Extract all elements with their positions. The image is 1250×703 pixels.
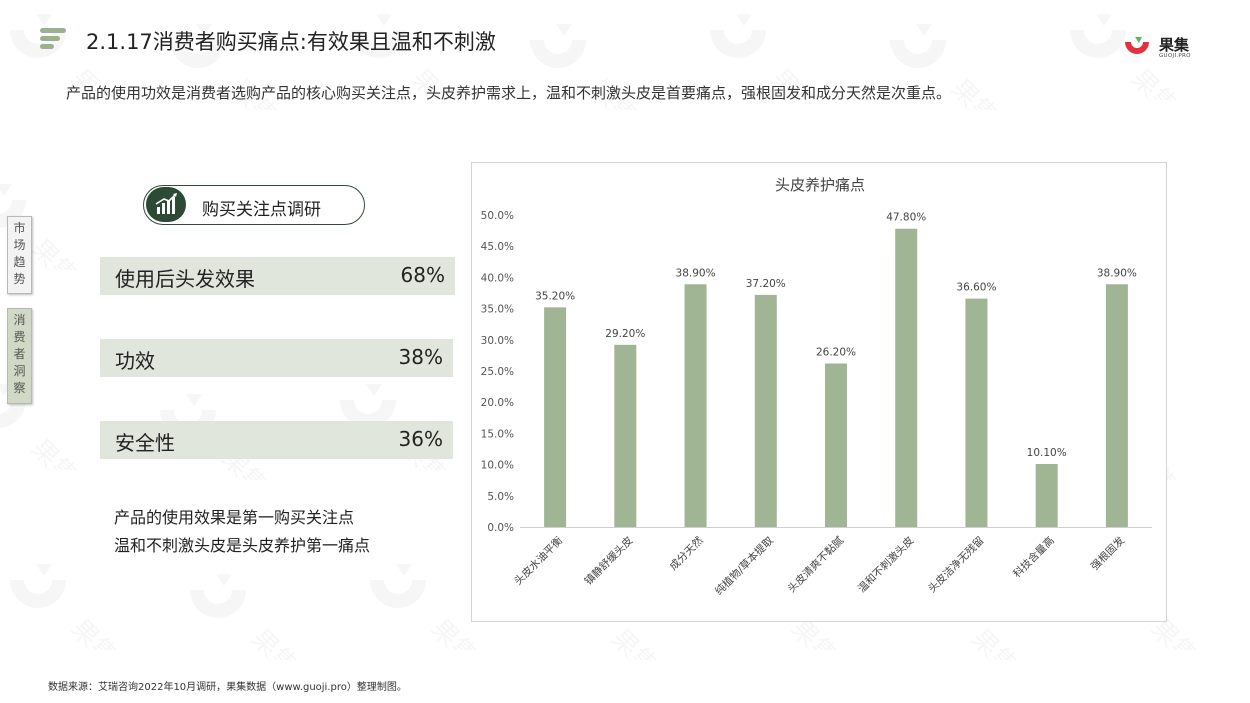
y-tick-label: 40.0% bbox=[481, 272, 514, 284]
y-tick-label: 30.0% bbox=[481, 335, 514, 347]
x-tick-label: 头皮水油平衡 bbox=[511, 534, 565, 588]
y-tick-label: 20.0% bbox=[481, 397, 514, 409]
brand-watermark-icon: 果集 bbox=[0, 560, 123, 672]
brand-sub: GUOJI.PRO bbox=[1159, 53, 1191, 59]
stat-row: 安全性 36% bbox=[100, 421, 453, 459]
x-tick-label: 头皮洁净无残留 bbox=[925, 534, 986, 595]
y-tick-label: 50.0% bbox=[481, 210, 514, 222]
y-tick-label: 10.0% bbox=[481, 460, 514, 472]
svg-text:果集: 果集 bbox=[945, 74, 1000, 110]
svg-text:果集: 果集 bbox=[65, 614, 120, 650]
svg-text:果集: 果集 bbox=[1125, 64, 1180, 100]
stat-value: 68% bbox=[400, 263, 445, 287]
stat-row: 功效 38% bbox=[100, 339, 453, 377]
stat-label: 功效 bbox=[115, 349, 155, 373]
survey-header: 购买关注点调研 bbox=[143, 185, 365, 225]
bar-value-label: 47.80% bbox=[886, 212, 926, 224]
stat-row: 使用后头发效果 68% bbox=[100, 257, 455, 295]
brand-watermark-icon: 果集 bbox=[180, 570, 303, 682]
chart-title: 头皮养护痛点 bbox=[775, 176, 865, 194]
x-tick-label: 温和不刺激头皮 bbox=[855, 534, 917, 596]
brand-name: 果集 bbox=[1159, 36, 1190, 54]
y-tick-label: 45.0% bbox=[481, 241, 514, 253]
x-tick-label: 头皮清爽不黏腻 bbox=[785, 534, 847, 596]
stat-value: 36% bbox=[398, 427, 443, 451]
bar-value-label: 26.20% bbox=[816, 347, 856, 359]
chart-bar bbox=[684, 284, 707, 527]
survey-title: 购买关注点调研 bbox=[202, 200, 321, 220]
chart-bar bbox=[754, 294, 777, 527]
y-tick-label: 0.0% bbox=[487, 522, 514, 534]
stat-label: 安全性 bbox=[115, 431, 175, 455]
chart-bar bbox=[1035, 463, 1058, 527]
bar-value-label: 38.90% bbox=[1097, 267, 1137, 279]
svg-text:果集: 果集 bbox=[605, 624, 660, 660]
x-tick-label: 成分天然 bbox=[667, 534, 706, 573]
guoji-logo-icon bbox=[1125, 37, 1149, 54]
svg-text:果集: 果集 bbox=[25, 434, 80, 470]
chart-bar bbox=[965, 298, 988, 527]
x-tick-label: 强根固发 bbox=[1088, 534, 1127, 573]
stat-label: 使用后头发效果 bbox=[115, 267, 255, 291]
y-tick-label: 35.0% bbox=[481, 304, 514, 316]
chart-bar bbox=[825, 363, 847, 527]
brand-logo: 果集 GUOJI.PRO bbox=[1122, 32, 1206, 62]
summary-line: 产品的使用效果是第一购买关注点 bbox=[114, 508, 355, 527]
bar-value-label: 37.20% bbox=[746, 278, 786, 290]
bar-value-label: 29.20% bbox=[605, 328, 645, 340]
svg-text:果集: 果集 bbox=[245, 624, 300, 660]
x-tick-label: 镇静舒缓头皮 bbox=[582, 534, 636, 588]
bar-value-label: 10.10% bbox=[1027, 447, 1067, 459]
x-tick-label: 纯植物/草本提取 bbox=[712, 534, 776, 598]
chart-bar bbox=[614, 344, 637, 527]
bar-value-label: 36.60% bbox=[956, 282, 996, 294]
summary-line: 温和不刺激头皮是头皮养护第一痛点 bbox=[114, 536, 371, 555]
data-source: 数据来源：艾瑞咨询2022年10月调研，果集数据（www.guoji.pro）整… bbox=[48, 682, 407, 693]
svg-text:果集: 果集 bbox=[965, 624, 1020, 660]
chart-bar bbox=[1105, 284, 1128, 527]
bar-value-label: 35.20% bbox=[535, 290, 575, 302]
y-tick-label: 25.0% bbox=[481, 366, 514, 378]
menu-icon bbox=[40, 28, 66, 50]
side-tab-consumer-insights[interactable]: 消 费 者 洞 察 bbox=[7, 308, 32, 404]
page-subtitle: 产品的使用功效是消费者选购产品的核心购买关注点，头皮养护需求上，温和不刺激头皮是… bbox=[66, 84, 952, 102]
brand-watermark-icon: 果集 bbox=[360, 560, 483, 672]
x-tick-label: 科技含量高 bbox=[1010, 534, 1056, 580]
svg-text:果集: 果集 bbox=[25, 234, 80, 270]
stat-value: 38% bbox=[398, 345, 443, 369]
bar-chart: 头皮养护痛点 0.0% 5.0% 10.0% 15.0% 20.0% 25.0% 30.0% 3… bbox=[481, 176, 1152, 598]
y-tick-label: 15.0% bbox=[481, 428, 514, 440]
chart-panel: 头皮养护痛点 0.0% 5.0% 10.0% 15.0% 20.0% 25.0% 30.0% 3… bbox=[471, 162, 1167, 622]
chart-bar bbox=[895, 228, 918, 527]
side-tab-market-trends[interactable]: 市 场 趋 势 bbox=[7, 216, 32, 294]
chart-bar bbox=[544, 307, 567, 527]
y-tick-label: 5.0% bbox=[487, 491, 514, 503]
page-title: 2.1.17消费者购买痛点:有效果且温和不刺激 bbox=[86, 30, 496, 54]
bar-value-label: 38.90% bbox=[676, 267, 716, 279]
bar-chart-icon bbox=[146, 187, 186, 222]
